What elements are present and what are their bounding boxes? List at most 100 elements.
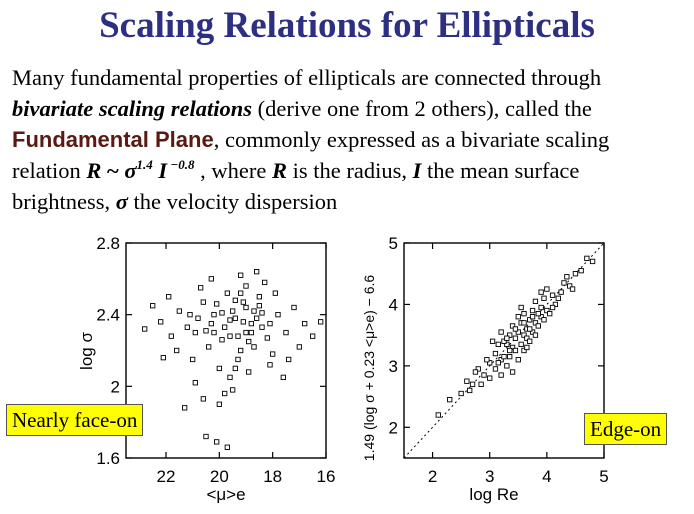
left-data-point xyxy=(214,301,220,307)
left-ytick-label: 1.6 xyxy=(96,449,120,468)
left-data-point xyxy=(206,344,212,350)
right-data-point xyxy=(489,338,496,344)
left-data-point xyxy=(243,283,249,289)
right-data-point xyxy=(447,396,453,403)
left-data-point xyxy=(235,356,241,363)
exponent-sigma: 1.4 xyxy=(136,157,153,172)
right-data-point xyxy=(464,378,470,384)
diagonal-reference-line xyxy=(403,242,605,459)
left-data-point xyxy=(238,347,244,354)
right-data-point xyxy=(515,329,521,335)
right-data-point xyxy=(518,341,524,348)
text-velocity-dispersion: the velocity dispersion xyxy=(127,189,338,214)
right-data-point xyxy=(538,314,544,320)
right-data-point xyxy=(527,317,533,323)
right-xtick-label: 4 xyxy=(542,467,551,486)
label-nearly-face-on: Nearly face-on xyxy=(6,404,144,436)
right-xtick-label: 3 xyxy=(485,467,494,486)
right-data-point xyxy=(529,314,536,320)
right-data-point xyxy=(487,375,493,381)
chart-left-ticks: 22 20 18 16 1.6 2 2.4 2.8 xyxy=(96,234,335,486)
left-data-point xyxy=(243,329,249,336)
left-xtick-label: 16 xyxy=(317,467,336,486)
body-line-5: brightness, σ the velocity dispersion xyxy=(12,186,692,217)
right-data-point xyxy=(544,307,550,314)
left-data-point xyxy=(200,396,206,402)
right-ytick-label: 3 xyxy=(389,357,398,376)
left-data-point xyxy=(232,315,238,321)
right-data-point xyxy=(532,332,539,338)
left-data-point xyxy=(216,365,222,372)
label-edge-on: Edge-on xyxy=(584,413,668,445)
left-data-point xyxy=(222,390,228,397)
right-data-point xyxy=(521,347,527,354)
right-data-point xyxy=(501,353,507,360)
chart-left-ylabel: log σ xyxy=(77,332,96,370)
text-relation: relation xyxy=(12,158,87,183)
right-data-point xyxy=(498,372,504,378)
left-data-point xyxy=(211,312,217,318)
left-data-point xyxy=(227,333,233,339)
right-data-point xyxy=(512,326,519,332)
right-data-point xyxy=(515,357,521,363)
right-data-point xyxy=(495,341,501,348)
chart-right-ticks: 2 3 4 5 2 3 4 5 xyxy=(389,234,609,486)
left-data-point xyxy=(187,312,193,318)
chart-right-frame xyxy=(403,242,605,459)
left-data-point xyxy=(222,324,228,330)
right-data-point xyxy=(547,310,553,317)
right-data-point xyxy=(535,323,541,329)
chart-right-ylabel: 1.49 (log σ + 0.23 <μ>e) − 6.6 xyxy=(361,275,377,462)
right-data-point xyxy=(458,390,464,397)
left-data-point xyxy=(184,324,190,330)
exponent-I: −0.8 xyxy=(167,157,195,172)
left-data-point xyxy=(168,333,174,339)
right-data-point xyxy=(521,332,527,338)
left-data-point xyxy=(280,374,286,381)
right-data-point xyxy=(469,381,476,387)
left-data-point xyxy=(267,362,273,368)
right-data-point xyxy=(518,304,524,311)
left-data-point xyxy=(238,290,244,296)
right-data-point xyxy=(549,292,556,298)
right-data-point xyxy=(504,341,510,348)
right-data-point xyxy=(475,366,481,372)
chart-left-frame xyxy=(125,242,327,459)
right-data-point xyxy=(495,360,501,366)
left-data-point xyxy=(256,294,262,300)
right-data-point xyxy=(509,369,516,375)
left-data-point xyxy=(248,329,254,336)
right-data-point xyxy=(532,320,539,326)
right-data-point xyxy=(589,258,596,265)
right-data-point xyxy=(492,350,499,357)
left-data-point xyxy=(310,333,316,339)
left-data-point xyxy=(227,374,233,381)
left-data-point xyxy=(166,294,172,300)
left-data-point xyxy=(283,329,289,336)
symbol-I: I xyxy=(152,158,168,183)
left-data-point xyxy=(160,355,166,361)
left-data-point xyxy=(230,387,236,393)
left-data-point xyxy=(192,380,198,386)
chart-right-xlabel: log Re xyxy=(469,485,518,504)
right-data-point xyxy=(535,310,541,317)
right-data-point xyxy=(498,329,504,335)
chart-face-on: 22 20 18 16 1.6 2 2.4 2.8 log σ <μ>e xyxy=(77,234,335,504)
left-data-point xyxy=(251,344,257,350)
right-xtick-label: 5 xyxy=(599,467,608,486)
right-data-point xyxy=(478,381,484,387)
left-data-point xyxy=(195,315,201,321)
right-data-point xyxy=(509,323,516,329)
left-data-point xyxy=(272,290,278,296)
chart-left-xlabel: <μ>e xyxy=(206,485,245,504)
symbol-sigma: σ xyxy=(124,158,137,183)
text-brightness: brightness, xyxy=(12,189,116,214)
right-data-point xyxy=(541,317,547,323)
fundamental-plane-term: Fundamental Plane xyxy=(12,127,214,152)
left-data-point xyxy=(246,369,252,375)
left-ytick-label: 2.4 xyxy=(96,306,120,325)
slide-title: Scaling Relations for Ellipticals xyxy=(99,5,595,46)
left-data-point xyxy=(230,308,236,314)
